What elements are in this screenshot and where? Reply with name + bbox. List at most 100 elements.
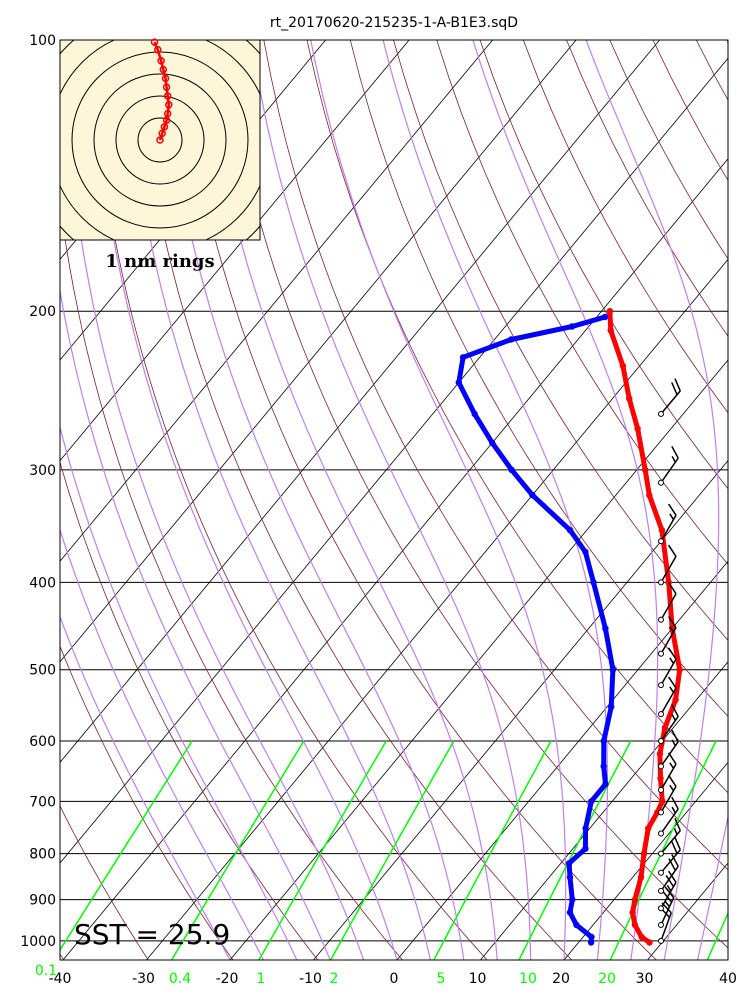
temperature-profile-point [638, 933, 645, 941]
dewpoint-profile-point [508, 336, 515, 343]
dewpoint-profile-point [489, 439, 496, 446]
hodograph-point [154, 46, 162, 54]
temperature-profile-point [672, 696, 679, 703]
mixing-ratio-line-0.4 [170, 740, 305, 960]
sst-label: SST = 25.9 [74, 918, 230, 951]
wind-barb-flag [667, 676, 677, 689]
wind-barb-staff [660, 627, 677, 655]
wind-barb-station [658, 616, 664, 623]
wind-barb-half-flag [671, 806, 676, 814]
mixing-ratio-line-20 [609, 740, 717, 960]
temp-tick--20: -20 [216, 971, 239, 987]
pressure-tick-800: 800 [29, 847, 56, 863]
wind-barb-staff [660, 514, 677, 542]
isotherm-30 [647, 862, 728, 960]
hodograph-ring-3 [93, 73, 227, 207]
temp-tick-40: 40 [719, 971, 737, 987]
wind-barb-flag [667, 616, 677, 629]
dry-adiabat-410 [652, 40, 728, 182]
wind-barb-half-flag [669, 626, 675, 633]
dry-adiabat-280 [90, 40, 488, 960]
pressure-tick-100: 100 [29, 33, 56, 49]
wind-barb-flag [667, 870, 677, 883]
pressure-tick-500: 500 [29, 663, 56, 679]
wind-barb-flag [674, 837, 681, 851]
wind-barbs [658, 378, 681, 944]
dry-adiabat-380 [522, 40, 728, 414]
hodograph-point [162, 116, 171, 124]
wind-barb-flag [671, 382, 678, 396]
wind-barb [658, 378, 681, 417]
wind-barb [658, 870, 677, 912]
dewpoint-profile-point [565, 860, 573, 867]
dry-adiabat-240 [60, 805, 149, 960]
wind-barb-station [658, 479, 664, 486]
dewpoint-profile-point [602, 625, 609, 632]
wind-barb-staff [660, 556, 677, 583]
dry-adiabat-300 [176, 40, 657, 960]
dry-adiabat-370 [479, 40, 728, 490]
dry-adiabat-310 [220, 40, 728, 949]
wind-barb-staff [660, 687, 677, 715]
dewpoint-profile-point [588, 798, 595, 805]
hodograph-frame [59, 39, 261, 241]
wind-barb-station [658, 887, 664, 894]
temperature-profile-point [642, 466, 649, 473]
moist-adiabat-36 [697, 40, 728, 960]
dewpoint-profile-point [601, 313, 609, 321]
moist-adiabat-40 [731, 40, 750, 960]
wind-barb-half-flag [669, 784, 675, 792]
temp-tick-30: 30 [636, 971, 654, 987]
temperature-profile [606, 308, 683, 946]
dry-adiabat-360 [436, 40, 728, 565]
wind-barb-half-flag [666, 884, 672, 892]
temp-tick-20: 20 [552, 971, 570, 987]
temperature-profile-point [637, 874, 645, 881]
pressure-tick-700: 700 [29, 794, 56, 810]
moist-adiabat-12 [201, 40, 498, 960]
temperature-profile-point [657, 775, 664, 782]
wind-barb-flag [671, 840, 678, 854]
wind-barb [658, 676, 677, 718]
wind-barb [658, 774, 677, 816]
wind-barb-flag [671, 854, 679, 867]
dry-adiabat-320 [263, 40, 728, 871]
dewpoint-profile-point [609, 666, 617, 673]
mixing-ratio-line-2 [329, 740, 455, 960]
mixing-ratio-line-5 [433, 740, 552, 960]
dry-adiabat-350 [393, 40, 728, 641]
wind-barb-flag [674, 818, 681, 831]
mixing-ratio-line-1 [258, 740, 387, 960]
mixing-ratio-line-0.1 [60, 740, 193, 952]
wind-barb [658, 616, 677, 657]
wind-barb-flag [671, 704, 679, 717]
wind-barb-staff [660, 881, 677, 909]
wind-barb-half-flag [671, 455, 676, 463]
temp-tick--40: -40 [49, 971, 72, 987]
moist-adiabat-4 [123, 40, 431, 960]
wind-barb [658, 544, 677, 586]
isotherm--60 [60, 40, 660, 764]
wind-barb-staff [660, 658, 677, 686]
temp-tick--10: -10 [299, 971, 322, 987]
wind-barb-station [658, 905, 664, 912]
dry-adiabat-420 [695, 40, 728, 101]
hodograph-point [161, 74, 170, 83]
wind-barb-flag [665, 875, 675, 888]
dry-adiabat-250 [60, 645, 234, 960]
temperature-profile-point [626, 395, 633, 402]
wind-barb-flag [671, 445, 679, 459]
wind-barb-station [658, 711, 664, 718]
dewpoint-profile-point [568, 323, 576, 330]
dewpoint-profile-point [600, 737, 607, 745]
dewpoint-profile-point [590, 579, 597, 586]
wind-barb-staff [660, 763, 677, 791]
moist-adiabat-28 [472, 40, 659, 960]
temperature-profile-point [634, 425, 641, 432]
wind-barb-half-flag [669, 657, 675, 664]
mixing-ratio-label-1: 1 [257, 971, 266, 987]
hodograph-point [163, 109, 172, 118]
wind-barb-flag [667, 774, 677, 787]
dewpoint-profile-point [569, 896, 576, 903]
moist-adiabat--4 [63, 40, 365, 960]
